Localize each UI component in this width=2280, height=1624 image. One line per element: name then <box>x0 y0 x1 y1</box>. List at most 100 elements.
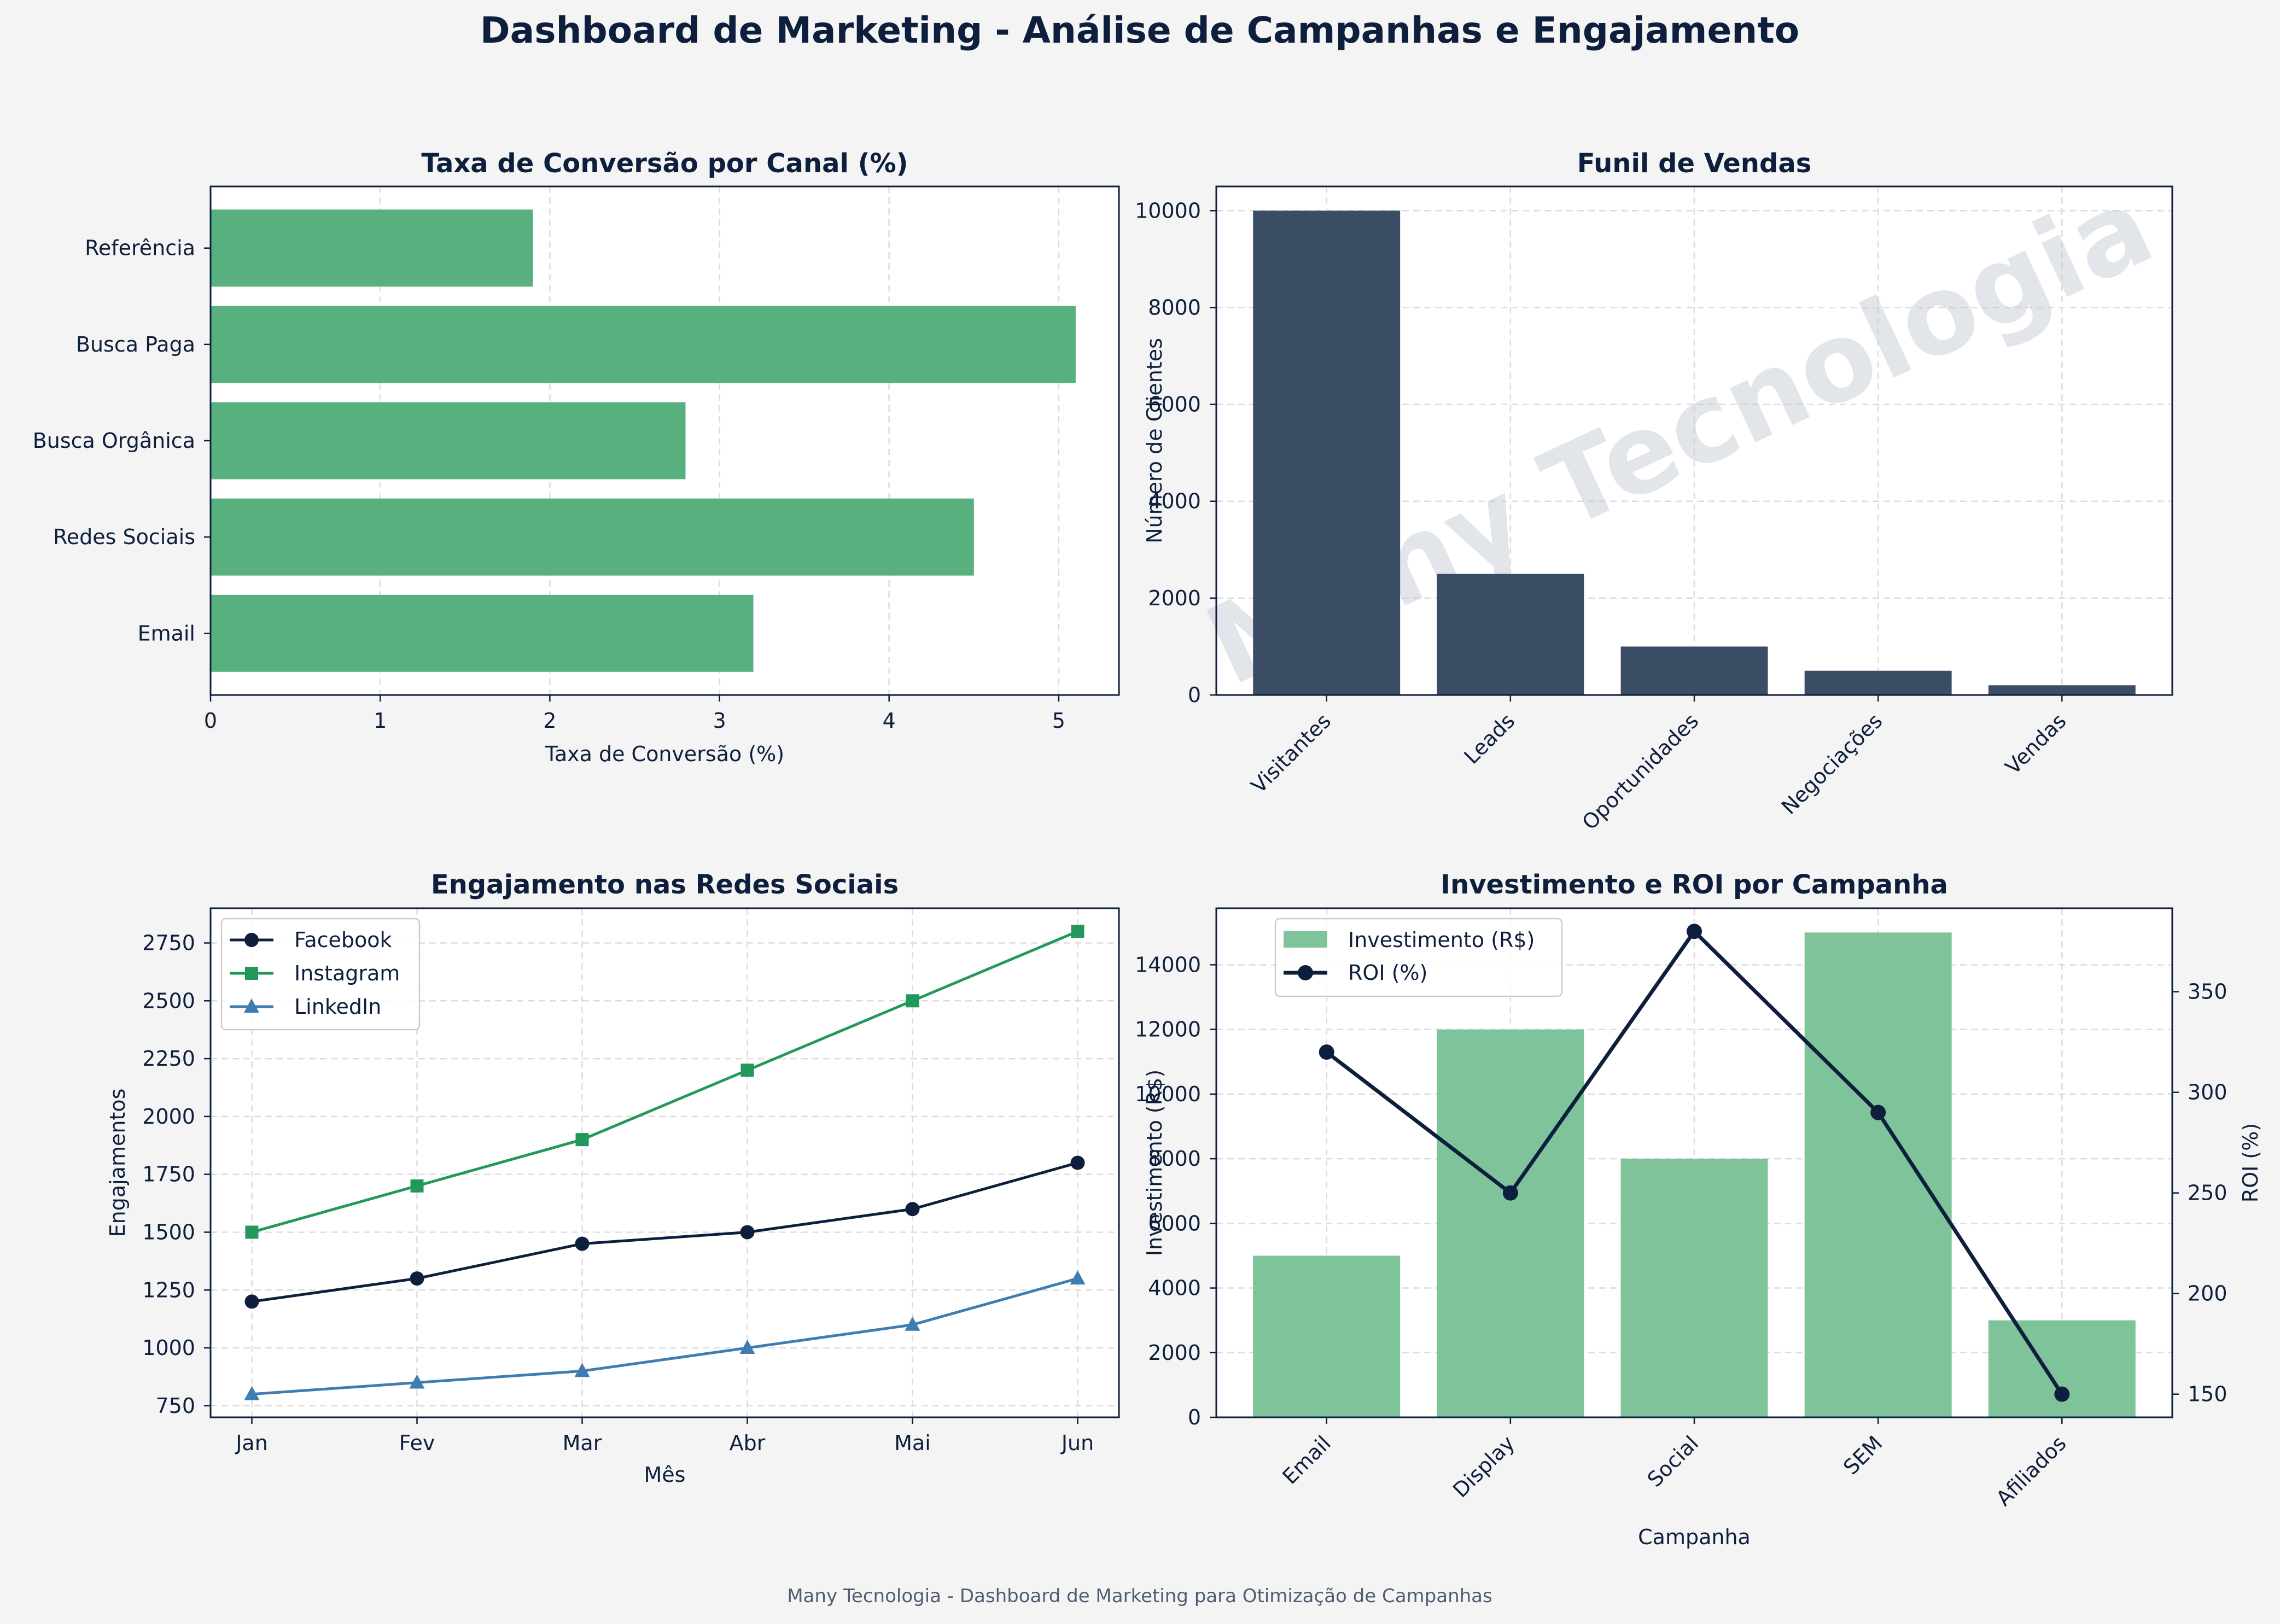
y-tick-label: Redes Sociais <box>53 525 195 549</box>
legend-marker <box>1298 965 1313 980</box>
y-tick-label: Busca Orgânica <box>33 429 195 453</box>
y-tick-label: Email <box>138 621 195 645</box>
legend-label: Instagram <box>294 961 400 985</box>
data-point <box>575 1133 589 1147</box>
x-tick-label: 5 <box>1052 709 1065 733</box>
x-tick-label: Jun <box>1060 1431 1094 1455</box>
series-instagram <box>245 925 1084 1239</box>
data-point <box>1070 1270 1086 1285</box>
chart-title: Investimento e ROI por Campanha <box>1441 869 1948 900</box>
legend-marker <box>244 998 259 1013</box>
y-tick-label: 2250 <box>142 1047 195 1071</box>
y-tick-label: Busca Paga <box>76 332 195 357</box>
x-tick-label: 4 <box>883 709 896 733</box>
legend-marker <box>244 933 259 947</box>
x-tick-label: Jan <box>235 1431 268 1455</box>
data-point <box>574 1363 590 1377</box>
x-axis-label: Taxa de Conversão (%) <box>545 742 784 766</box>
data-point <box>410 1179 424 1193</box>
bar-investimento-sem <box>1804 932 1952 1417</box>
data-point <box>906 994 919 1008</box>
legend-label: Facebook <box>294 928 392 952</box>
bar-investimento-social <box>1620 1159 1768 1417</box>
roi-point <box>1687 924 1702 939</box>
data-point <box>245 1225 259 1239</box>
bar-busca-paga <box>211 306 1076 383</box>
y-axis-label: Número de Clientes <box>1142 338 1167 544</box>
bar-email <box>211 594 754 672</box>
x-tick-label: Mai <box>894 1431 931 1455</box>
data-point <box>244 1386 260 1400</box>
legend-label: Investimento (R$) <box>1348 928 1535 952</box>
y-tick-label: 6000 <box>1148 393 1201 417</box>
y-tick-label: 4000 <box>1148 489 1201 513</box>
y-right-tick-label: 300 <box>2188 1080 2227 1105</box>
y-tick-label: 2000 <box>142 1105 195 1129</box>
bar-investimento-display <box>1437 1029 1584 1417</box>
x-tick-label: Abr <box>730 1431 766 1455</box>
x-tick-label: Mar <box>563 1431 602 1455</box>
y-tick-label: 1750 <box>142 1162 195 1187</box>
data-point <box>410 1271 424 1286</box>
charts-layer: Email Redes Sociais Busca Orgânica Busca Pa… <box>33 148 2262 1549</box>
y-right-tick-label: 350 <box>2188 980 2227 1004</box>
y-tick-label: 6000 <box>1148 1211 1201 1235</box>
y-axis-label: Engajamentos <box>106 1089 130 1237</box>
data-point <box>575 1236 590 1251</box>
legend: Investimento (R$) ROI (%) <box>1274 918 1563 997</box>
legend-box <box>1274 918 1563 997</box>
roi-point <box>1319 1044 1334 1060</box>
y-tick-label: 2000 <box>1148 1341 1201 1365</box>
page-title: Dashboard de Marketing - Análise de Camp… <box>480 9 1799 51</box>
bar-vendas <box>1988 685 2136 695</box>
roi-point <box>1870 1105 1886 1120</box>
y-right-tick-label: 150 <box>2188 1382 2227 1406</box>
chart-conversion: Email Redes Sociais Busca Orgânica Busca Pa… <box>33 148 1120 766</box>
y-tick-label: 1000 <box>142 1336 195 1360</box>
data-point <box>739 1340 755 1354</box>
series-line <box>252 1277 1078 1396</box>
data-point <box>409 1374 425 1389</box>
plot-frame <box>209 907 1120 1418</box>
data-point <box>905 1316 920 1331</box>
chart-title: Engajamento nas Redes Sociais <box>431 869 899 900</box>
bar-leads <box>1437 574 1584 695</box>
bar-oportunidades <box>1620 646 1768 695</box>
bar-redes-sociais <box>211 498 974 576</box>
roi-point <box>2054 1386 2070 1402</box>
x-tick-label: 2 <box>543 709 556 733</box>
y-right-tick-label: 250 <box>2188 1181 2227 1205</box>
chart-title: Taxa de Conversão por Canal (%) <box>421 148 908 179</box>
y-tick-label: 8000 <box>1148 1147 1201 1171</box>
y-tick-label: 0 <box>1188 683 1201 707</box>
y-tick-label: 10000 <box>1135 198 1201 223</box>
plot-frame <box>209 185 1120 696</box>
data-point <box>740 1225 755 1240</box>
y-tick-label: Referência <box>85 236 195 260</box>
legend-box <box>220 918 421 1031</box>
chart-title: Funil de Vendas <box>1577 148 1812 179</box>
x-tick-label: Fev <box>399 1431 435 1455</box>
x-tick-label: 0 <box>204 709 217 733</box>
series-line <box>251 930 1078 1234</box>
y-right-tick-label: 200 <box>2188 1282 2227 1306</box>
plot-frame <box>1215 907 2173 1418</box>
y-tick-label: 2500 <box>142 989 195 1013</box>
x-tick-label: 3 <box>713 709 726 733</box>
series-linkedin <box>244 1270 1086 1400</box>
chart-roi: Email Display Social SEM Afiliados0200040006… <box>1135 869 2262 1549</box>
legend: Facebook Instagram LinkedIn <box>220 918 421 1031</box>
y-tick-label: 2000 <box>1148 586 1201 610</box>
bar-investimento-email <box>1253 1255 1401 1417</box>
bar-investimento-afiliados <box>1988 1320 2136 1417</box>
plot-frame <box>1215 185 2173 696</box>
x-tick-label: 1 <box>374 709 387 733</box>
legend-label: ROI (%) <box>1348 961 1427 985</box>
y-axis-label: Investimento (R$) <box>1142 1070 1167 1256</box>
y-tick-label: 1500 <box>142 1220 195 1244</box>
bar-negociações <box>1804 670 1952 695</box>
y-tick-label: 14000 <box>1135 953 1201 977</box>
chart-engagement: Jan Fev Mar Abr Mai Jun 750 1000 1250 1500 1750 200… <box>106 869 1120 1487</box>
